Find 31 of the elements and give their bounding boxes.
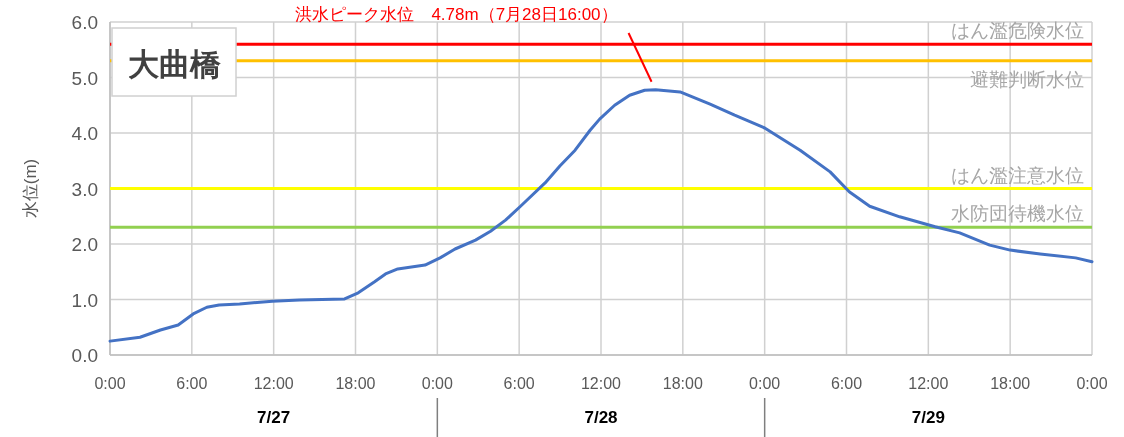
ref-line-label: 避難判断水位 — [970, 68, 1084, 90]
x-tick-label: 6:00 — [503, 375, 535, 392]
text: 7/29 — [911, 408, 945, 427]
x-tick-label: 0:00 — [749, 375, 781, 392]
y-tick-label: 5.0 — [71, 67, 98, 89]
x-tick-label: 12:00 — [253, 375, 294, 392]
x-tick-label: 12:00 — [580, 375, 622, 392]
y-tick-label: 0.0 — [71, 345, 98, 366]
text: 7/27 — [257, 408, 291, 427]
x-tick-label: 18:00 — [662, 375, 703, 392]
x-tick-label: 6:00 — [176, 375, 208, 392]
annotation: 洪水ピーク水位 4.78m（7月28日16:00） — [295, 5, 618, 24]
ref-line-label: はん濫注意水位 — [951, 164, 1084, 186]
x-tick-label: 18:00 — [990, 375, 1031, 392]
x-tick-label: 18:00 — [335, 375, 376, 392]
y-axis-title: 水位(m) — [21, 158, 40, 219]
text: 7/28 — [584, 408, 618, 427]
y-tick-label: 6.0 — [71, 12, 98, 33]
y-tick-label: 1.0 — [71, 289, 98, 311]
ref-line-label: はん濫危険水位 — [951, 20, 1084, 42]
x-tick-label: 6:00 — [830, 375, 863, 392]
x-tick-label: 0:00 — [1076, 375, 1108, 392]
annotation: 洪水ピーク水位 4.78m（7月28日16:00） — [295, 5, 653, 83]
y-tick-label: 3.0 — [71, 178, 98, 200]
x-tick-label: 12:00 — [908, 375, 949, 392]
x-tick-label: 0:00 — [94, 375, 126, 392]
y-tick-label: 2.0 — [71, 234, 98, 255]
ref-line-label: 水防団待機水位 — [951, 203, 1084, 225]
x-tick-label: 0:00 — [421, 375, 454, 392]
y-tick-label: 4.0 — [71, 123, 98, 144]
title: 大曲橋 — [111, 27, 237, 97]
